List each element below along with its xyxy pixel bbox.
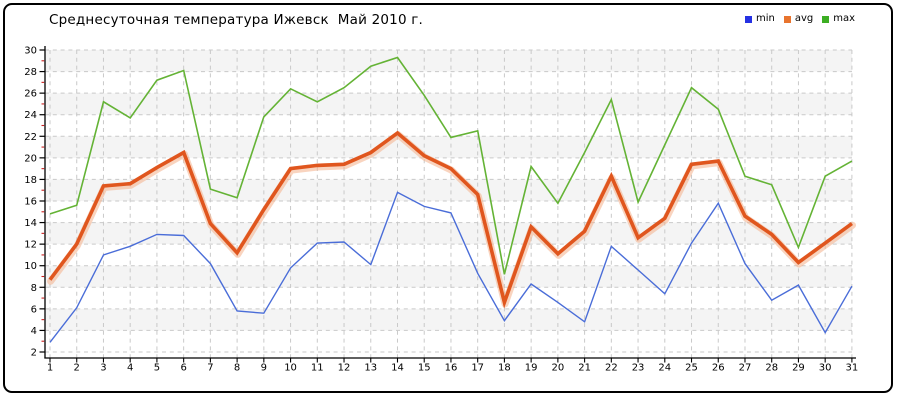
series-min-line [49,191,853,343]
svg-text:13: 13 [364,363,377,374]
svg-text:26: 26 [24,89,37,100]
svg-text:14: 14 [24,218,37,229]
svg-text:10: 10 [284,363,297,374]
svg-text:8: 8 [31,283,37,294]
series-max-line [49,56,853,275]
svg-text:31: 31 [846,363,859,374]
legend-item-avg: avg [783,13,814,24]
svg-text:29: 29 [792,363,805,374]
svg-text:23: 23 [632,363,645,374]
svg-text:12: 12 [24,240,37,251]
svg-text:12: 12 [338,363,351,374]
svg-text:19: 19 [525,363,538,374]
svg-text:8: 8 [234,363,240,374]
svg-text:15: 15 [418,363,431,374]
svg-text:9: 9 [261,363,267,374]
legend-label-min: min [756,13,775,24]
legend-label-max: max [833,13,856,24]
svg-text:2: 2 [31,347,37,358]
svg-text:10: 10 [24,261,37,272]
svg-text:26: 26 [712,363,725,374]
svg-text:2: 2 [74,363,80,374]
svg-text:4: 4 [31,326,37,337]
axis-ticks [39,49,853,363]
svg-text:16: 16 [24,196,37,207]
svg-text:22: 22 [605,363,618,374]
svg-text:21: 21 [578,363,591,374]
legend-swatch-max [822,15,830,23]
svg-text:1: 1 [47,363,53,374]
svg-text:28: 28 [24,67,37,78]
svg-text:4: 4 [127,363,133,374]
svg-text:28: 28 [765,363,778,374]
svg-text:20: 20 [552,363,565,374]
svg-text:27: 27 [739,363,752,374]
svg-text:17: 17 [471,363,484,374]
svg-text:18: 18 [498,363,511,374]
svg-text:6: 6 [31,304,37,315]
plot-background-bands [45,50,852,331]
svg-text:30: 30 [24,46,37,57]
svg-text:30: 30 [819,363,832,374]
svg-text:20: 20 [24,153,37,164]
svg-text:6: 6 [180,363,186,374]
svg-text:22: 22 [24,132,37,143]
legend-item-max: max [822,14,855,24]
legend-label-avg: avg [794,13,814,24]
axes [44,46,856,359]
svg-text:24: 24 [658,363,671,374]
svg-text:18: 18 [24,175,37,186]
legend-item-min: min [745,14,775,24]
chart-title: Среднесуточная температура Ижевск Май 20… [49,12,424,28]
svg-text:16: 16 [445,363,458,374]
x-axis-tick-labels: 1 2 3 4 5 6 7 8 9 10 11 12 13 14 15 16 17 18 19 20 21 22 23 24 2… [47,363,858,374]
svg-text:14: 14 [391,363,404,374]
horizontal-gridlines [45,49,852,353]
svg-text:7: 7 [207,363,213,374]
svg-text:5: 5 [154,363,160,374]
legend: min avg max [745,14,855,24]
series-avg-line [47,130,857,309]
svg-text:3: 3 [100,363,106,374]
svg-text:24: 24 [24,110,37,121]
svg-text:11: 11 [311,363,324,374]
legend-swatch-avg [783,15,791,23]
legend-swatch-min [745,15,752,23]
svg-text:25: 25 [685,363,698,374]
